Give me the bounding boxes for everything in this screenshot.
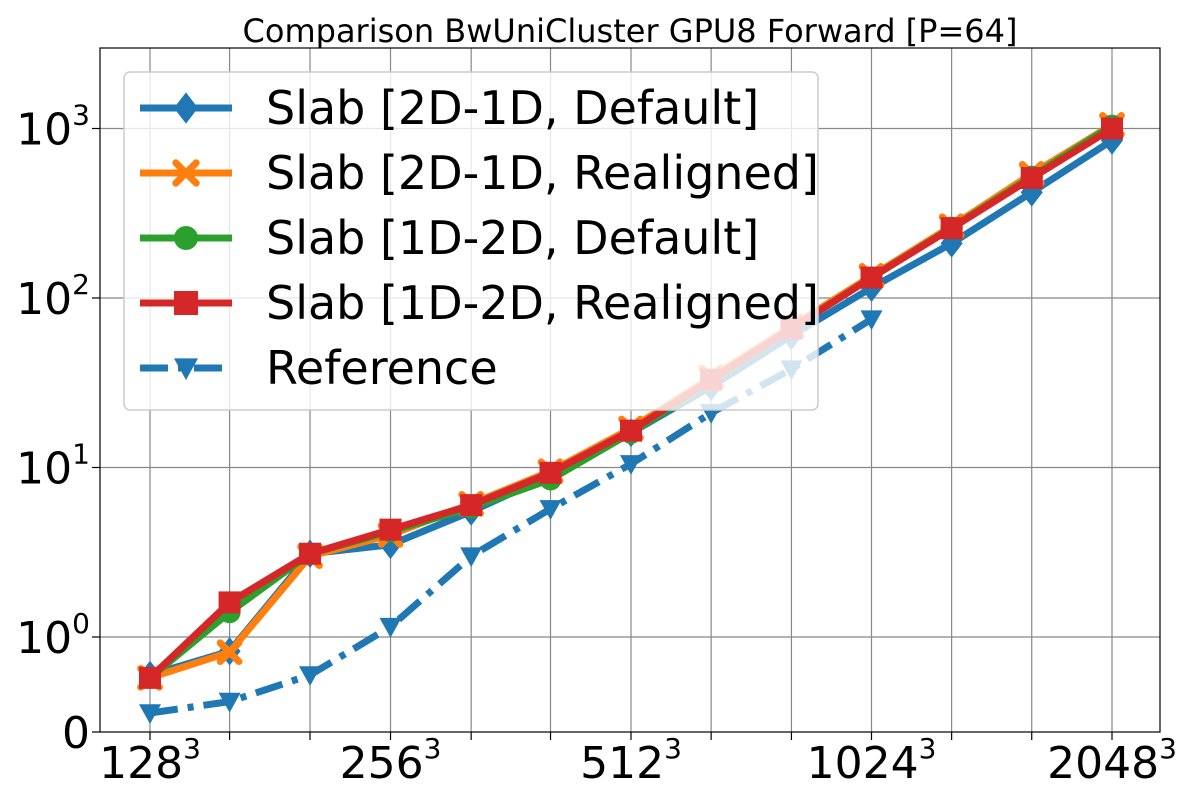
- data-point: [139, 704, 161, 724]
- data-point: [1101, 117, 1123, 140]
- legend-label: Slab [1D-2D, Realigned]: [266, 276, 819, 330]
- data-point: [460, 547, 483, 568]
- legend-item: Slab [1D-2D, Realigned]: [140, 276, 819, 330]
- data-point: [299, 542, 322, 565]
- x-axis-ticks: 1283 2563 5123 10243 20483: [99, 732, 1177, 789]
- legend-marker: [172, 159, 200, 187]
- data-point: [460, 494, 483, 517]
- legend-marker: [174, 358, 198, 380]
- legend-label: Slab [1D-2D, Default]: [266, 211, 759, 265]
- legend-item: Slab [2D-1D, Default]: [140, 81, 759, 135]
- data-point: [620, 419, 642, 442]
- y-tick-label: 100: [16, 607, 90, 664]
- data-point: [860, 266, 883, 289]
- data-point: [379, 518, 402, 541]
- y-tick-label: 102: [16, 268, 90, 325]
- plot-frame: [99, 47, 1161, 733]
- data-point: [218, 591, 241, 614]
- legend-marker: [174, 92, 198, 124]
- x-tick-label: 20483: [1047, 732, 1177, 789]
- legend-label: Slab [2D-1D, Default]: [266, 81, 759, 135]
- data-point: [216, 639, 243, 666]
- legend-marker: [174, 291, 198, 315]
- data-point: [940, 217, 963, 240]
- legend-label: Slab [2D-1D, Realigned]: [266, 146, 819, 200]
- x-tick-label: 2563: [340, 732, 442, 789]
- legend-box: [123, 71, 819, 411]
- x-tick-label: 1283: [99, 732, 201, 789]
- data-point: [379, 617, 402, 638]
- y-axis-ticks: 0 100 101 102 103: [16, 99, 100, 759]
- data-point: [218, 692, 241, 713]
- data-point: [299, 666, 322, 686]
- y-tick-label: 101: [16, 438, 90, 495]
- y-tick-label: 103: [16, 99, 90, 156]
- data-point: [1020, 167, 1043, 190]
- legend-label: Reference: [266, 341, 498, 395]
- data-point: [539, 461, 562, 484]
- data-point: [139, 666, 161, 689]
- y-tick-label: 0: [62, 708, 90, 759]
- legend-item: Slab [2D-1D, Realigned]: [140, 146, 819, 200]
- chart-title: Comparison BwUniCluster GPU8 Forward [P=…: [243, 12, 1018, 50]
- x-tick-label: 5123: [580, 732, 682, 789]
- legend-item: Slab [1D-2D, Default]: [140, 211, 759, 265]
- data-point: [620, 455, 642, 475]
- data-point: [860, 310, 883, 331]
- data-point: [539, 500, 562, 520]
- legend: Slab [2D-1D, Default] Slab [2D-1D, Realig…: [123, 71, 819, 411]
- legend-item: Reference: [140, 341, 498, 395]
- legend-marker: [174, 226, 198, 250]
- data-point: [940, 229, 963, 258]
- x-tick-label: 10243: [807, 732, 937, 789]
